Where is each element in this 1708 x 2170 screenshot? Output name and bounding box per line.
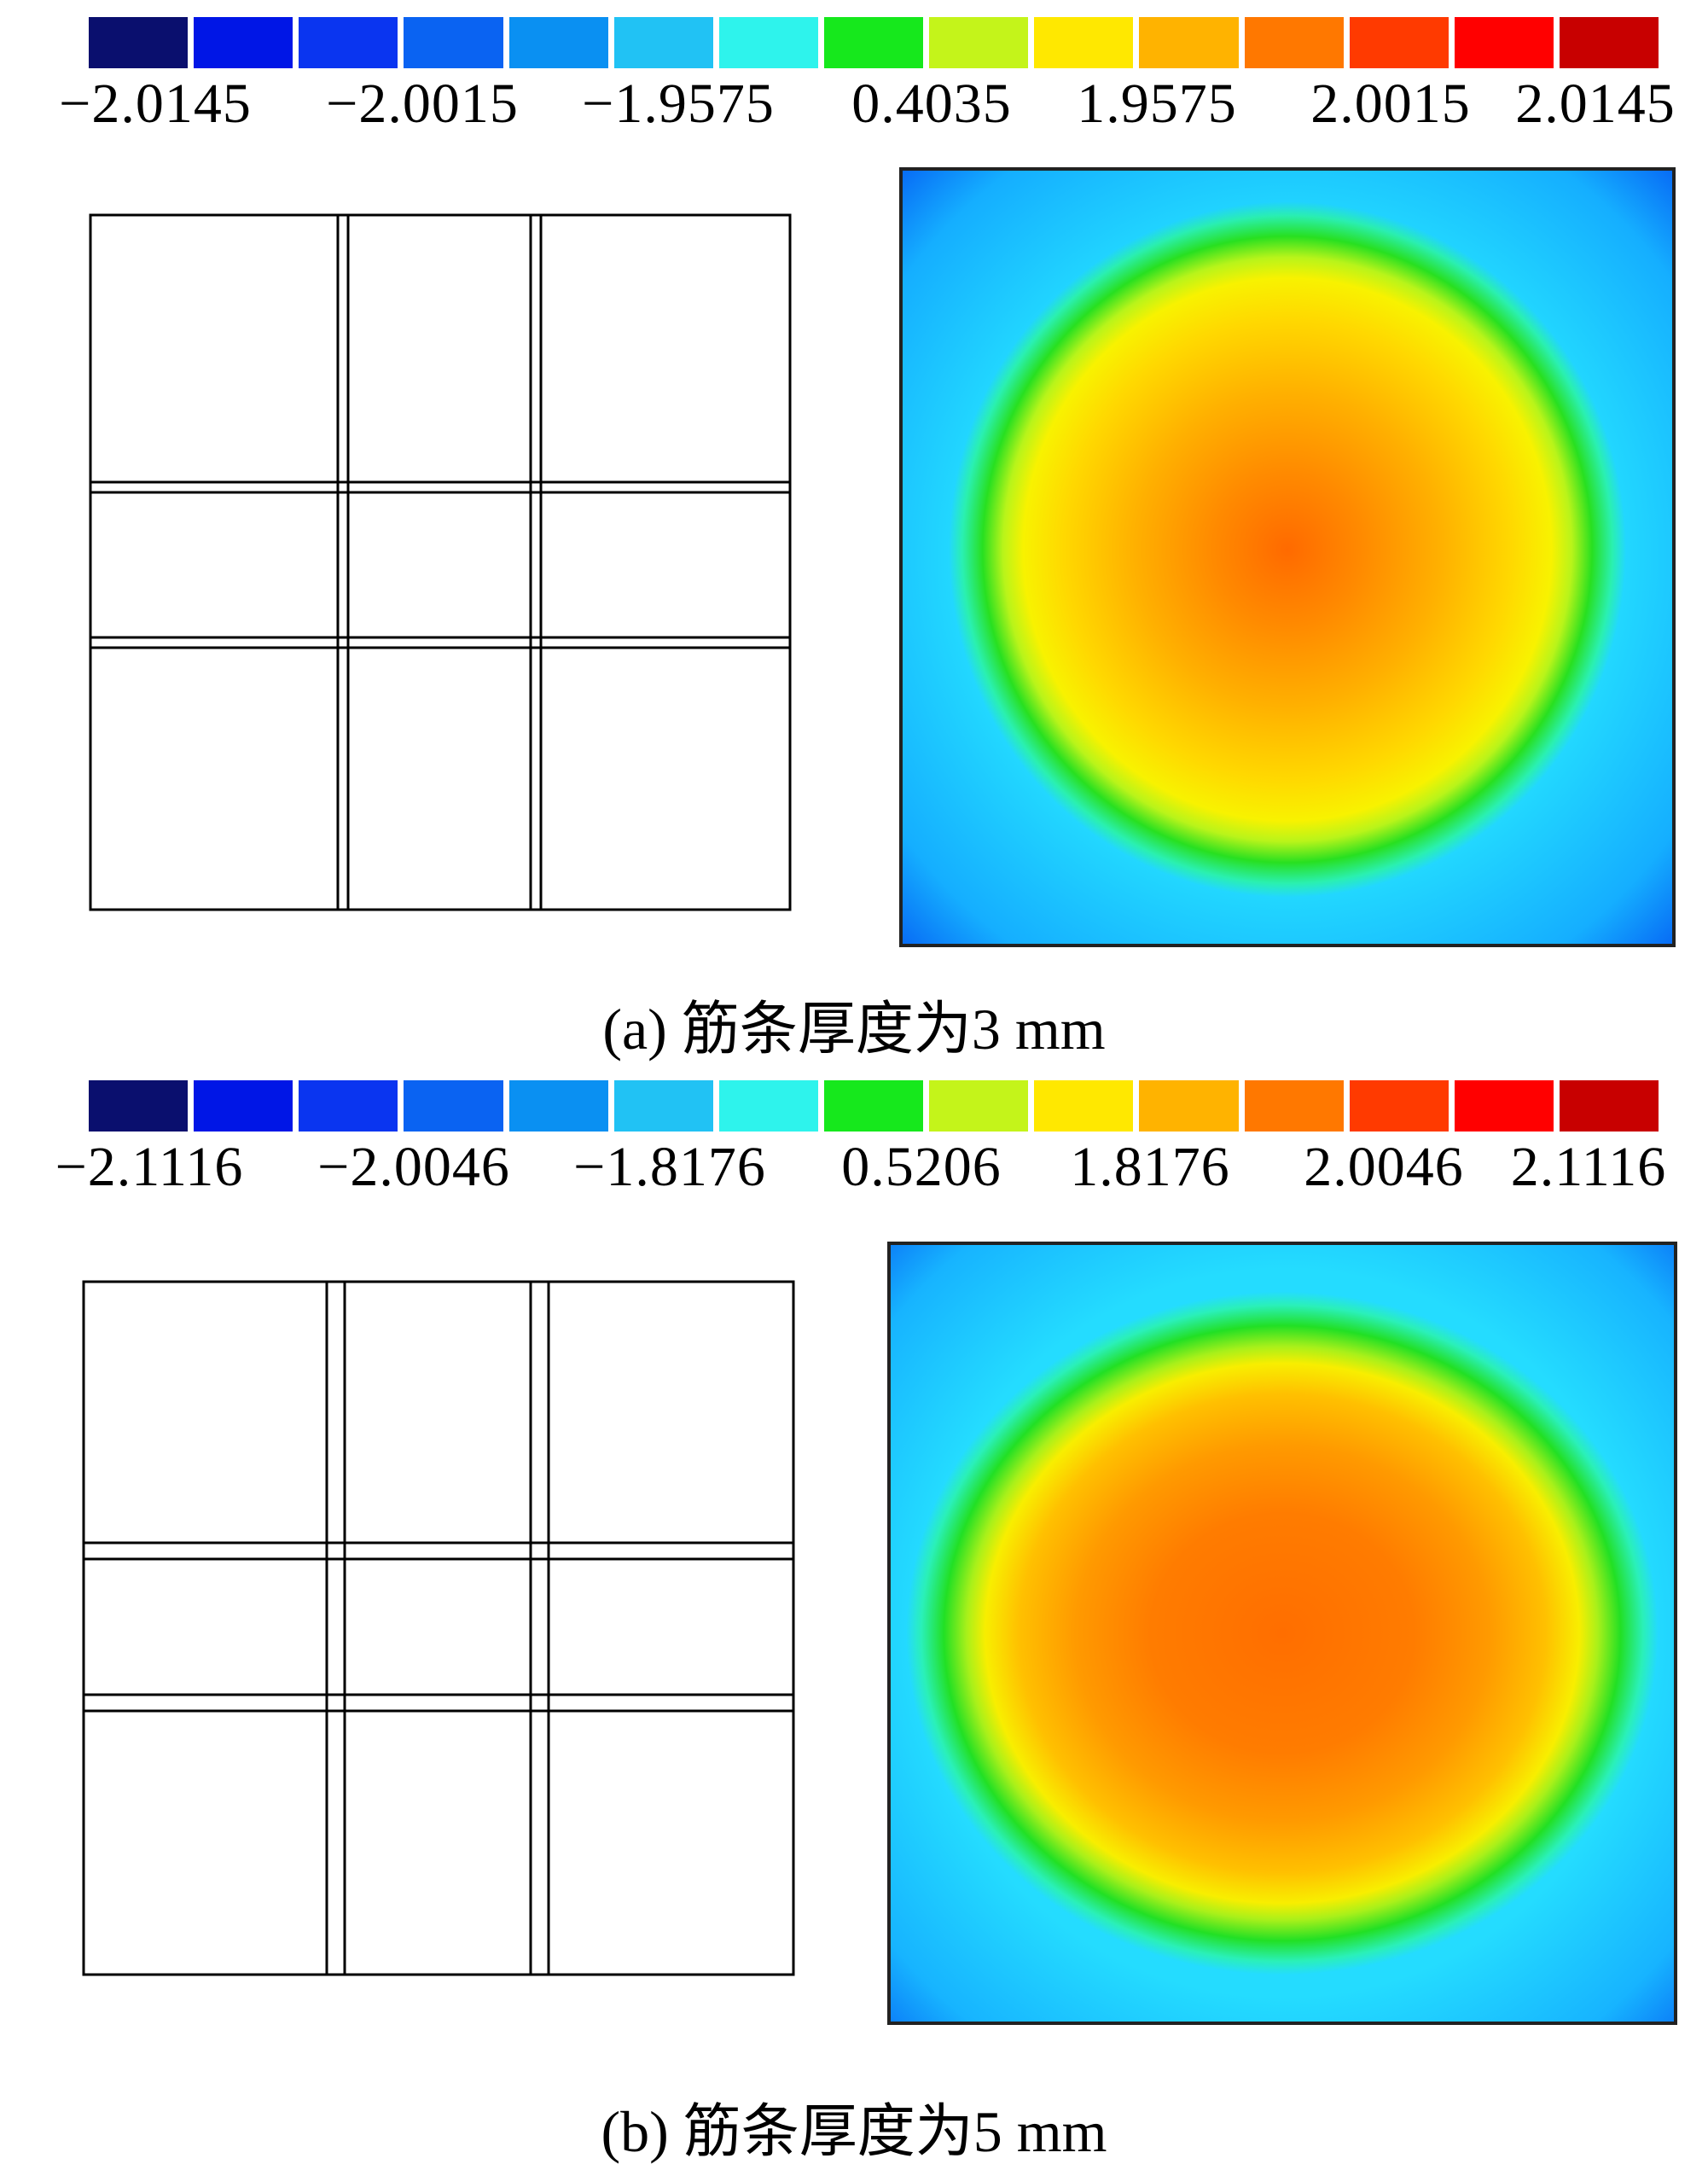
colorbar-b-swatch-7 <box>823 1080 924 1132</box>
caption-b: (b) 筋条厚度为5 mm <box>601 2099 1107 2164</box>
colorbar-a-swatch-9 <box>1034 17 1134 68</box>
tick-a-1: −2.0015 <box>326 73 519 135</box>
colorbar-a-swatch-3 <box>404 17 503 68</box>
colorbar-a-swatch-12 <box>1349 17 1449 68</box>
colorbar-a-ticks: −2.0145 −2.0015 −1.9575 0.4035 1.9575 2.… <box>34 72 1689 140</box>
colorbar-a-swatch-6 <box>718 17 818 68</box>
colorbar-b-swatch-5 <box>613 1080 713 1132</box>
rib-layout-b <box>82 1280 795 1976</box>
colorbar-a-swatch-4 <box>508 17 608 68</box>
colorbar-b-swatch-12 <box>1349 1080 1449 1132</box>
colorbar-a-swatch-14 <box>1559 17 1659 68</box>
colorbar-a-swatch-11 <box>1244 17 1344 68</box>
colorbar-b-swatch-4 <box>508 1080 608 1132</box>
tick-a-4: 1.9575 <box>1077 73 1237 135</box>
colorbar-b-swatch-6 <box>718 1080 818 1132</box>
tick-a-3: 0.4035 <box>851 73 1012 135</box>
colorbar-a-swatch-13 <box>1454 17 1554 68</box>
rib-layout-a <box>89 213 792 911</box>
colorbar-b-swatch-0 <box>89 1080 189 1132</box>
caption-a: (a) 筋条厚度为3 mm <box>602 997 1106 1062</box>
colorbar-a-swatch-1 <box>194 17 293 68</box>
colorbar-b-swatch-9 <box>1034 1080 1134 1132</box>
colorbar-a-swatch-7 <box>823 17 924 68</box>
colorbar-a-swatch-0 <box>89 17 189 68</box>
tick-b-0: −2.1116 <box>55 1136 244 1198</box>
tick-b-3: 0.5206 <box>841 1136 1002 1198</box>
colorbar-b <box>89 1080 1659 1132</box>
colorbar-b-swatch-8 <box>929 1080 1029 1132</box>
tick-a-0: −2.0145 <box>59 73 252 135</box>
colorbar-a <box>89 17 1659 68</box>
tick-b-4: 1.8176 <box>1070 1136 1230 1198</box>
tick-b-5: 2.0046 <box>1304 1136 1464 1198</box>
displacement-field-a <box>899 167 1676 947</box>
displacement-field-b <box>887 1242 1677 2025</box>
colorbar-a-swatch-8 <box>929 17 1029 68</box>
colorbar-b-swatch-11 <box>1244 1080 1344 1132</box>
tick-b-1: −2.0046 <box>317 1136 510 1198</box>
colorbar-b-swatch-2 <box>299 1080 398 1132</box>
tick-b-6: 2.1116 <box>1510 1136 1667 1198</box>
panel-a: −2.0145 −2.0015 −1.9575 0.4035 1.9575 2.… <box>0 0 1708 1062</box>
colorbar-a-swatch-5 <box>613 17 713 68</box>
tick-a-6: 2.0145 <box>1515 73 1676 135</box>
panel-b: −2.1116 −2.0046 −1.8176 0.5206 1.8176 2.… <box>0 1058 1708 2170</box>
colorbar-a-swatch-2 <box>299 17 398 68</box>
colorbar-b-ticks: −2.1116 −2.0046 −1.8176 0.5206 1.8176 2.… <box>34 1135 1689 1203</box>
colorbar-a-swatch-10 <box>1139 17 1239 68</box>
tick-a-5: 2.0015 <box>1310 73 1471 135</box>
tick-a-2: −1.9575 <box>582 73 775 135</box>
colorbar-b-swatch-3 <box>404 1080 503 1132</box>
tick-b-2: −1.8176 <box>573 1136 766 1198</box>
colorbar-b-swatch-1 <box>194 1080 293 1132</box>
colorbar-b-swatch-14 <box>1559 1080 1659 1132</box>
colorbar-b-swatch-10 <box>1139 1080 1239 1132</box>
colorbar-b-swatch-13 <box>1454 1080 1554 1132</box>
